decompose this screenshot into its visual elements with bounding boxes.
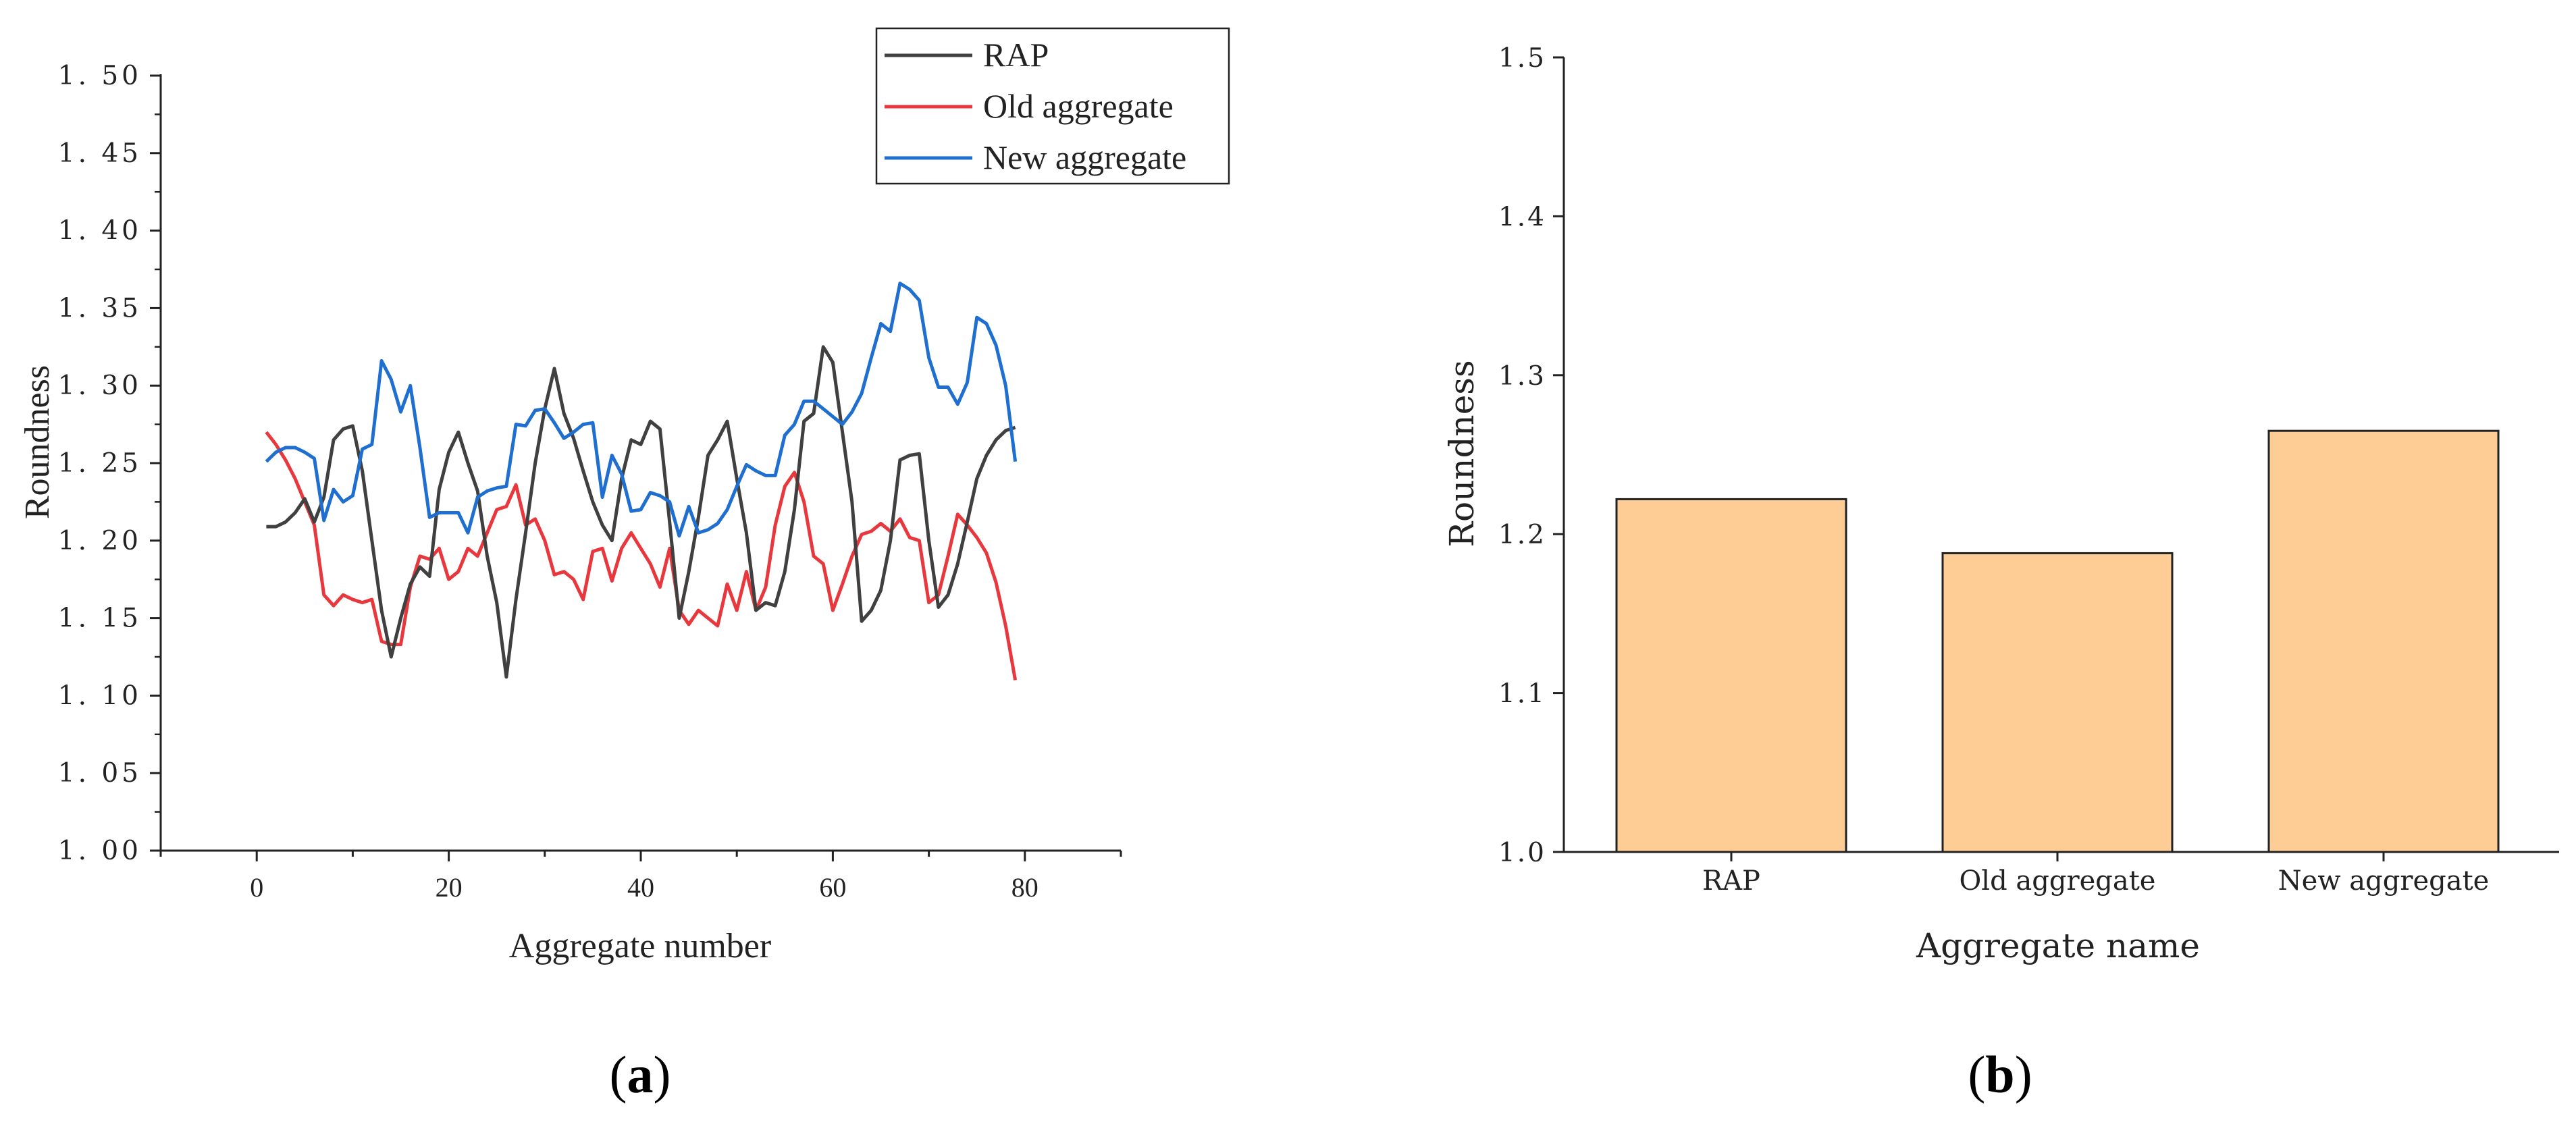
line-chart-axes [159, 74, 1121, 852]
x-tick-label: 60 [819, 872, 846, 903]
series-line-rap [266, 345, 1016, 679]
bar-category-label: RAP [1702, 865, 1760, 897]
y-tick-label: 1. 05 [58, 758, 142, 789]
line-chart-series-group [265, 282, 1018, 680]
line-chart-panel-a: 1. 00 1. 05 1. 10 1. 15 1. 20 1. 25 1. 30 1. 35… [18, 27, 1230, 1104]
series-line-old-aggregate [265, 431, 1018, 680]
bar-chart-panel-b: 1.0 1.1 1.2 1.3 1.4 1.5 RAP Old aggregate New a… [1442, 43, 2559, 1104]
x-tick-label: 40 [627, 872, 654, 903]
x-tick-label: 80 [1011, 872, 1039, 903]
line-chart-x-axis-title: Aggregate number [509, 927, 771, 965]
bar-new-aggregate [2267, 429, 2500, 853]
bar-old-aggregate [1941, 552, 2174, 853]
bar-chart-y-axis-title: Roundness [1442, 360, 1481, 547]
bar-category-label: Old aggregate [1960, 865, 2156, 897]
legend-label: RAP [983, 36, 1049, 74]
panel-b-open-paren: ( [1968, 1045, 1985, 1104]
panel-a-close-paren: ) [654, 1045, 671, 1104]
bar-chart-bars [1615, 429, 2500, 853]
x-tick-label: 20 [436, 872, 463, 903]
y-tick-label: 1. 10 [58, 680, 142, 711]
panel-a-label: (a) [610, 1045, 671, 1104]
y-tick-label: 1. 00 [58, 836, 142, 866]
line-chart-x-ticks: 0 20 40 60 80 [159, 851, 1122, 903]
bar-chart-x-axis-title: Aggregate name [1916, 926, 2200, 965]
y-tick-label: 1. 40 [58, 216, 142, 246]
line-chart-y-axis-title: Roundness [18, 365, 57, 519]
legend-label: Old aggregate [983, 87, 1174, 125]
panel-a-letter: a [627, 1045, 654, 1104]
bar-chart-y-ticks: 1.0 1.1 1.2 1.3 1.4 1.5 [1498, 43, 1564, 868]
y-tick-label: 1. 35 [58, 293, 142, 323]
panel-b-letter: b [1985, 1045, 2014, 1104]
bar-rap [1615, 498, 1847, 853]
y-tick-label: 1. 50 [58, 61, 142, 91]
y-tick-label: 1. 15 [58, 604, 142, 634]
line-chart-legend: RAP Old aggregate New aggregate [875, 27, 1230, 185]
y-tick-label: 1. 45 [58, 138, 142, 169]
bar-category-label: New aggregate [2278, 865, 2490, 897]
y-tick-label: 1. 30 [58, 371, 142, 401]
panel-b-label: (b) [1968, 1045, 2032, 1104]
bar-y-tick-label: 1.4 [1498, 202, 1546, 232]
panel-b-close-paren: ) [2015, 1045, 2032, 1104]
line-chart-y-ticks: 1. 00 1. 05 1. 10 1. 15 1. 20 1. 25 1. 30 1. 35… [58, 61, 161, 866]
bar-y-tick-label: 1.0 [1498, 838, 1546, 868]
bar-y-tick-label: 1.3 [1498, 361, 1546, 392]
panel-a-open-paren: ( [610, 1045, 627, 1104]
bar-y-tick-label: 1.1 [1498, 679, 1546, 710]
bar-y-tick-label: 1.2 [1498, 520, 1546, 550]
bar-y-tick-label: 1.5 [1498, 43, 1546, 74]
series-line-new-aggregate [265, 282, 1018, 538]
legend-label: New aggregate [983, 138, 1186, 176]
y-tick-label: 1. 25 [58, 448, 142, 479]
y-tick-label: 1. 20 [58, 526, 142, 556]
x-tick-label: 0 [250, 872, 263, 903]
bar-chart-category-labels: RAP Old aggregate New aggregate [1702, 852, 2489, 897]
